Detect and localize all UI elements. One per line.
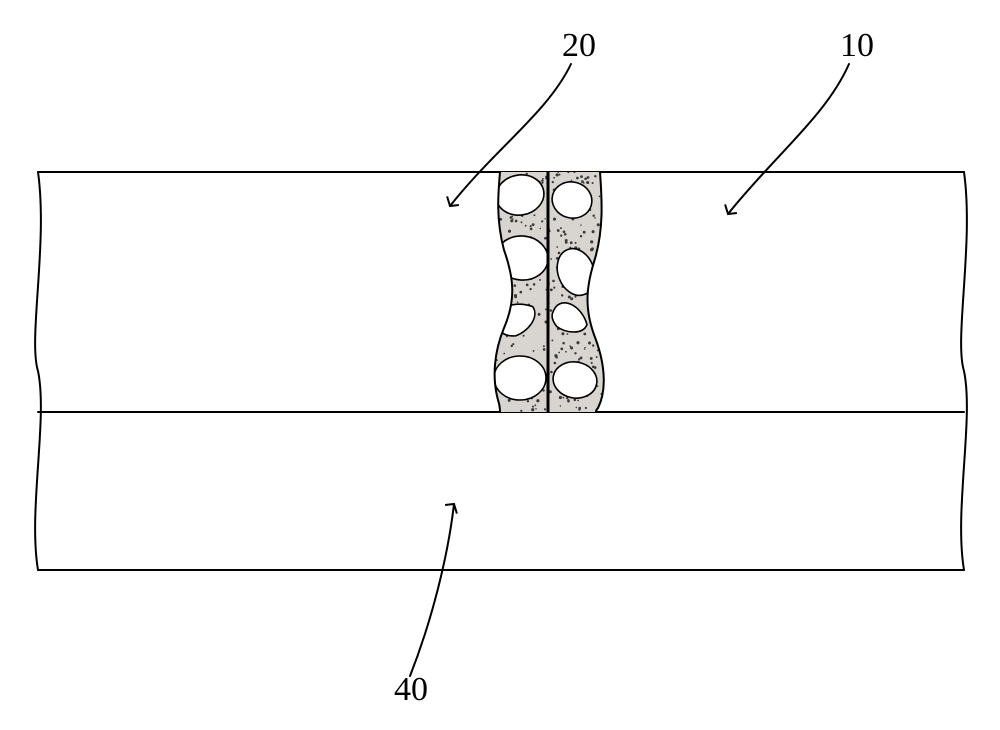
lower-layer-region-40 bbox=[38, 412, 964, 570]
joint-fill-region bbox=[496, 172, 604, 412]
label-40: 40 bbox=[394, 671, 428, 708]
label-10: 10 bbox=[840, 27, 874, 64]
upper-layer-left-region-20 bbox=[38, 172, 500, 412]
upper-layer-right-region-10 bbox=[600, 172, 964, 412]
label-20: 20 bbox=[562, 27, 596, 64]
